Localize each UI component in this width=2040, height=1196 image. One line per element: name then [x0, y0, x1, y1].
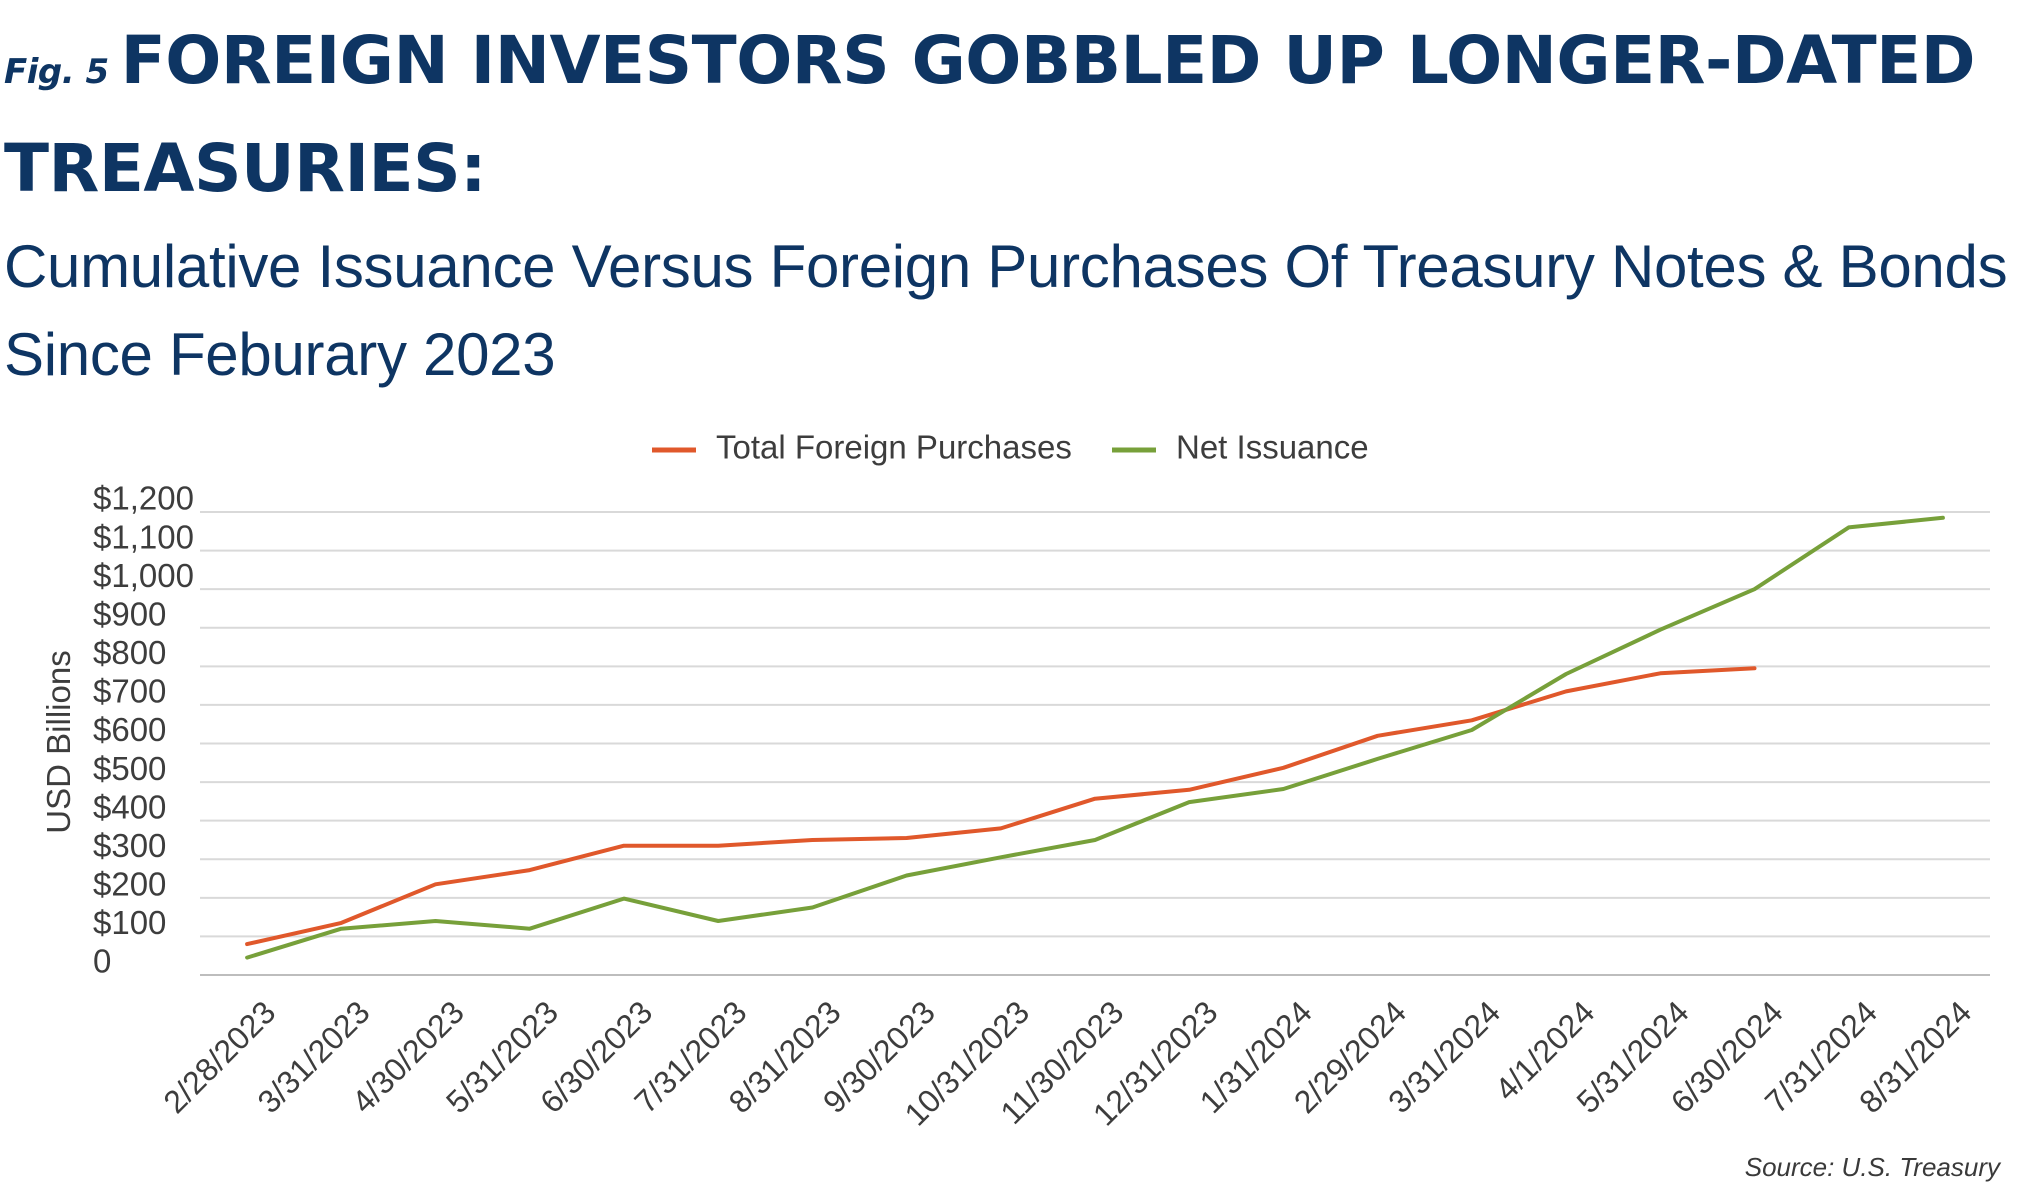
y-tick-label: 0	[93, 943, 111, 980]
y-tick-label: $1,100	[93, 518, 194, 555]
y-axis-label: USD Billions	[40, 650, 77, 833]
y-tick-label: $200	[93, 866, 166, 903]
chart-subtitle-line-1: Cumulative Issuance Versus Foreign Purch…	[4, 233, 2008, 300]
y-axis-tick-labels: 0$100$200$300$400$500$600$700$800$900$1,…	[93, 480, 194, 980]
y-tick-label: $800	[93, 634, 166, 671]
chart-title-line-1: Fig. 5 FOREIGN INVESTORS GOBBLED UP LONGE…	[4, 22, 1976, 99]
legend-label: Total Foreign Purchases	[716, 429, 1072, 466]
source-note: Source: U.S. Treasury	[1744, 1152, 2000, 1182]
series-line-total-foreign-purchases	[245, 666, 1757, 947]
chart-gridlines	[200, 511, 1990, 976]
y-tick-label: $900	[93, 595, 166, 632]
x-axis-tick-labels: 2/28/20233/31/20234/30/20235/31/20236/30…	[156, 994, 1978, 1133]
y-tick-label: $300	[93, 827, 166, 864]
figure-label: Fig. 5	[4, 52, 109, 92]
chart-title: FOREIGN INVESTORS GOBBLED UP LONGER-DATE…	[120, 22, 1976, 99]
y-tick-label: $1,000	[93, 557, 194, 594]
y-tick-label: $700	[93, 673, 166, 710]
y-tick-label: $400	[93, 788, 166, 825]
chart-title-line-2: TREASURIES:	[4, 130, 487, 207]
y-tick-label: $100	[93, 904, 166, 941]
series-line-net-issuance	[245, 515, 1945, 960]
y-tick-label: $500	[93, 750, 166, 787]
y-tick-label: $1,200	[93, 480, 194, 517]
chart-series	[245, 515, 1945, 960]
legend-label: Net Issuance	[1176, 429, 1369, 466]
chart-legend: Total Foreign Purchases Net Issuance	[652, 429, 1369, 466]
chart-title-continued: TREASURIES:	[4, 130, 487, 207]
chart-subtitle-line-2: Since Feburary 2023	[4, 321, 556, 388]
y-tick-label: $600	[93, 711, 166, 748]
